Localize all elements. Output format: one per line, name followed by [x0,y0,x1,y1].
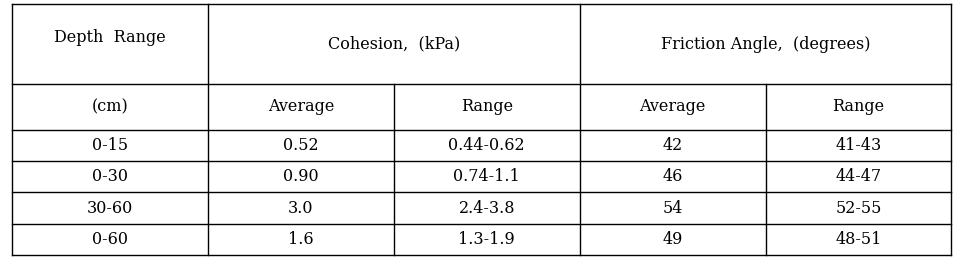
Text: 49: 49 [663,231,683,248]
Text: Range: Range [460,98,512,116]
Text: 0-30: 0-30 [91,168,128,185]
Text: 1.3-1.9: 1.3-1.9 [458,231,515,248]
Text: 41-43: 41-43 [835,137,881,154]
Text: Friction Angle,  (degrees): Friction Angle, (degrees) [661,35,871,53]
Text: 42: 42 [663,137,683,154]
Text: 0.74-1.1: 0.74-1.1 [454,168,520,185]
Text: (cm): (cm) [91,98,128,116]
Text: Range: Range [832,98,885,116]
Text: 3.0: 3.0 [288,199,314,217]
Text: 48-51: 48-51 [835,231,882,248]
Text: 1.6: 1.6 [288,231,314,248]
Text: 0.44-0.62: 0.44-0.62 [449,137,525,154]
Text: 0-15: 0-15 [91,137,128,154]
Text: 0.90: 0.90 [283,168,319,185]
Text: 0.52: 0.52 [283,137,319,154]
Text: 2.4-3.8: 2.4-3.8 [458,199,515,217]
Text: Depth  Range: Depth Range [54,29,166,46]
Text: 44-47: 44-47 [836,168,881,185]
Text: Cohesion,  (kPa): Cohesion, (kPa) [327,35,460,53]
Text: 46: 46 [663,168,683,185]
Text: 52-55: 52-55 [835,199,882,217]
Text: 54: 54 [663,199,683,217]
Text: Average: Average [639,98,706,116]
Text: 30-60: 30-60 [87,199,133,217]
Text: Average: Average [268,98,334,116]
Text: 0-60: 0-60 [91,231,128,248]
